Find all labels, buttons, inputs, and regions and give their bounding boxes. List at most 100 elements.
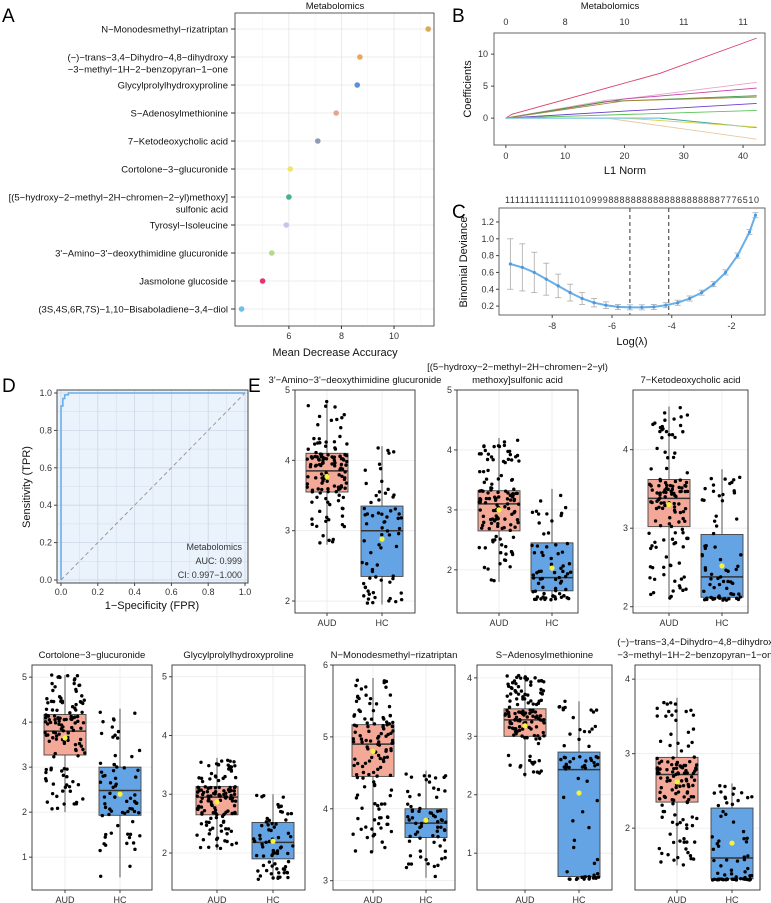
jitter-point	[442, 838, 447, 842]
jitter-point	[499, 473, 504, 478]
jitter-point	[682, 837, 686, 841]
jitter-point	[380, 479, 384, 484]
jitter-point	[278, 809, 283, 814]
jitter-point	[362, 506, 366, 511]
jitter-point	[49, 768, 53, 772]
jitter-point	[512, 497, 517, 502]
jitter-point	[339, 484, 344, 488]
jitter-point	[678, 839, 682, 843]
category-label: 7−Ketodeoxycholic acid	[128, 137, 228, 148]
jitter-point	[79, 700, 83, 704]
jitter-point	[408, 854, 413, 858]
jitter-point	[568, 732, 572, 736]
jitter-point	[539, 679, 544, 683]
data-point	[286, 194, 292, 200]
jitter-point	[317, 462, 322, 467]
jitter-point	[650, 544, 654, 548]
jitter-point	[110, 725, 115, 729]
jitter-point	[658, 491, 662, 495]
jitter-point	[370, 827, 374, 831]
jitter-point	[213, 792, 217, 796]
jitter-point	[207, 820, 211, 825]
jitter-point	[397, 526, 402, 531]
jitter-point	[221, 819, 226, 824]
jitter-point	[507, 714, 511, 719]
jitter-point	[352, 713, 357, 717]
jitter-point	[479, 489, 484, 493]
jitter-point	[735, 517, 739, 521]
jitter-point	[343, 470, 347, 474]
jitter-point	[559, 757, 563, 762]
jitter-point	[77, 741, 82, 746]
jitter-point	[713, 545, 717, 549]
jitter-point	[703, 568, 708, 572]
jitter-point	[72, 681, 76, 686]
jitter-point	[388, 773, 393, 778]
jitter-point	[478, 469, 482, 474]
jitter-point	[723, 477, 727, 481]
jitter-point	[318, 541, 322, 545]
jitter-point	[104, 832, 108, 837]
jitter-point	[710, 596, 715, 600]
jitter-point	[226, 809, 230, 813]
jitter-point	[103, 802, 107, 806]
jitter-point	[542, 532, 546, 536]
y-tick-label: 0.6	[481, 267, 494, 277]
jitter-point	[587, 825, 591, 830]
jitter-point	[399, 597, 404, 602]
jitter-point	[50, 708, 55, 712]
jitter-point	[338, 454, 342, 458]
jitter-point	[680, 486, 684, 490]
jitter-point	[197, 776, 201, 780]
jitter-point	[316, 487, 320, 491]
jitter-point	[68, 711, 72, 715]
jitter-point	[217, 794, 222, 798]
jitter-point	[324, 404, 328, 408]
jitter-point	[656, 497, 661, 502]
jitter-point	[659, 759, 664, 763]
y-tick-label: 4	[467, 673, 472, 683]
jitter-point	[404, 865, 409, 870]
data-point	[354, 82, 361, 88]
jitter-point	[384, 720, 389, 724]
jitter-point	[70, 725, 74, 730]
jitter-point	[538, 714, 543, 718]
jitter-point	[50, 807, 54, 811]
jitter-point	[260, 842, 264, 847]
jitter-point	[494, 496, 498, 501]
jitter-point	[410, 808, 415, 812]
roc-annotation: AUC: 0.999	[195, 556, 242, 566]
jitter-point	[199, 822, 204, 826]
jitter-point	[54, 734, 59, 738]
jitter-point	[483, 546, 487, 550]
jitter-point	[663, 795, 667, 800]
jitter-point	[671, 756, 675, 760]
jitter-point	[355, 678, 360, 682]
jitter-point	[232, 760, 236, 764]
jitter-point	[234, 841, 239, 845]
top-axis-label: 11	[738, 17, 747, 27]
jitter-point	[491, 538, 495, 542]
data-point	[315, 138, 321, 144]
data-point	[544, 277, 548, 281]
jitter-point	[317, 414, 322, 419]
jitter-point	[572, 845, 576, 850]
jitter-point	[657, 484, 661, 488]
jitter-point	[515, 491, 519, 496]
jitter-point	[721, 809, 725, 814]
y-tick-label: 5	[483, 81, 488, 91]
jitter-point	[677, 502, 681, 506]
y-tick-label: 1.0	[39, 388, 52, 398]
jitter-point	[379, 731, 383, 736]
jitter-point	[51, 699, 56, 704]
jitter-point	[690, 740, 694, 745]
jitter-point	[561, 795, 566, 800]
jitter-point	[99, 770, 104, 774]
jitter-point	[324, 440, 328, 444]
coefficient-path-line	[505, 96, 757, 119]
data-point	[287, 166, 294, 172]
jitter-point	[61, 773, 66, 778]
jitter-point	[357, 708, 361, 712]
jitter-point	[484, 496, 489, 501]
